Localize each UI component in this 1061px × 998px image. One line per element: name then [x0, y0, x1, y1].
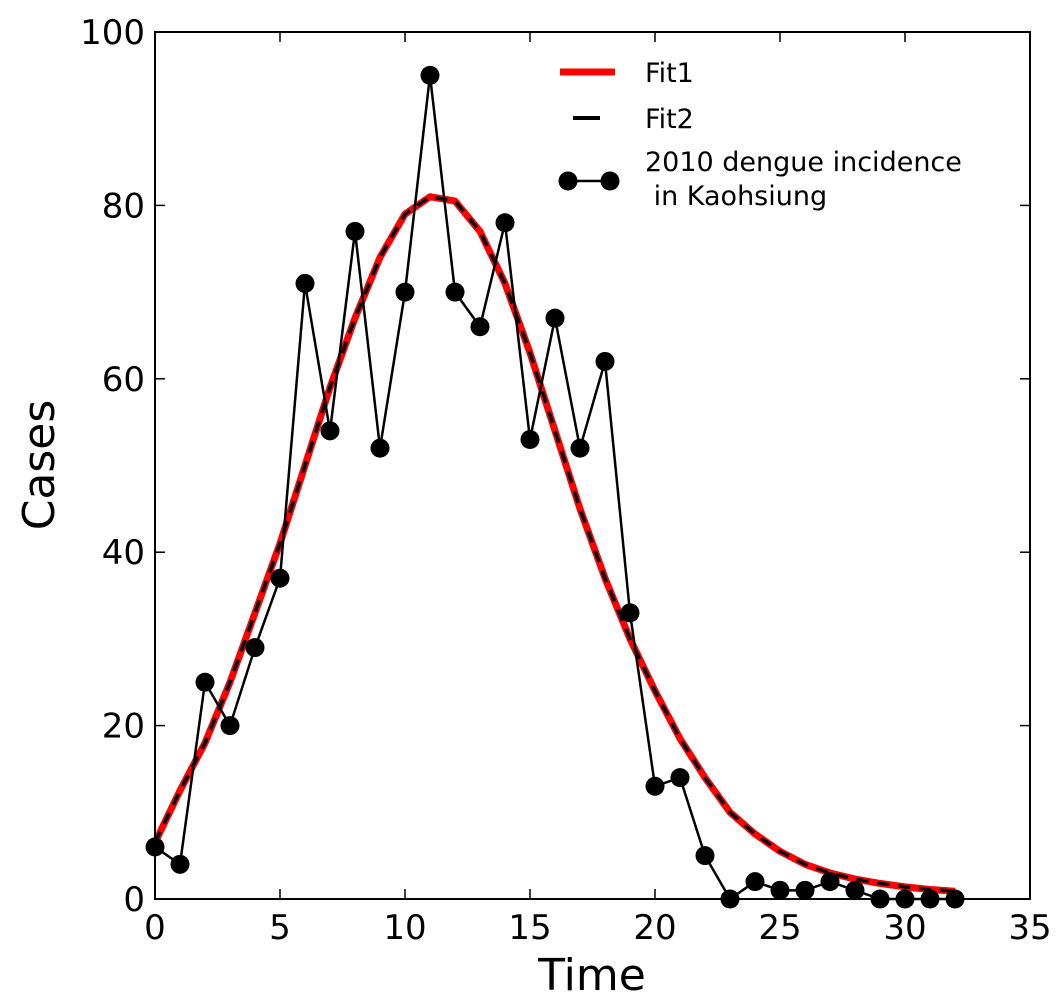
observed-point — [495, 213, 515, 233]
x-tick-label: 10 — [383, 908, 426, 948]
legend: Fit1 Fit2 2010 dengue incidence in Kaohsiu… — [558, 58, 962, 212]
x-tick-label: 20 — [633, 908, 676, 948]
legend-fit1-label: Fit1 — [645, 58, 694, 89]
x-axis-title: Time — [537, 950, 646, 998]
observed-point — [195, 672, 215, 692]
x-tick-label: 25 — [758, 908, 801, 948]
observed-point — [795, 880, 815, 900]
legend-observed-swatch-marker — [558, 171, 578, 191]
observed-point — [245, 638, 265, 658]
observed-point — [420, 65, 440, 85]
observed-point — [170, 854, 190, 874]
observed-point — [470, 317, 490, 337]
ticks-layer: 0 5 10 15 20 25 30 35 0 20 40 60 80 100 — [80, 13, 1052, 948]
observed-point — [545, 308, 565, 328]
observed-point — [670, 768, 690, 788]
observed-point — [595, 351, 615, 371]
y-tick-label: 40 — [102, 533, 145, 573]
observed-point — [570, 438, 590, 458]
observed-point — [520, 429, 540, 449]
observed-point — [695, 846, 715, 866]
plot-frame — [154, 31, 1031, 900]
legend-observed-swatch-marker — [600, 171, 620, 191]
observed-point — [395, 282, 415, 302]
y-axis-title: Cases — [14, 400, 65, 531]
y-tick-label: 60 — [102, 360, 145, 400]
observed-point — [445, 282, 465, 302]
observed-point — [220, 716, 240, 736]
legend-observed-label-line1: 2010 dengue incidence — [645, 147, 962, 178]
x-tick-label: 30 — [883, 908, 926, 948]
observed-point — [645, 776, 665, 796]
observed-point — [320, 421, 340, 441]
legend-observed-label-line2: in Kaohsiung — [645, 181, 827, 212]
x-tick-label: 35 — [1008, 908, 1051, 948]
series-layer — [145, 65, 965, 909]
y-tick-label: 20 — [102, 707, 145, 747]
y-tick-label: 80 — [102, 186, 145, 226]
y-tick-label: 0 — [123, 880, 145, 920]
observed-point — [345, 221, 365, 241]
x-tick-label: 0 — [144, 908, 166, 948]
observed-point — [295, 273, 315, 293]
observed-point — [620, 603, 640, 623]
fit2-line — [153, 194, 956, 893]
y-tick-label: 100 — [80, 13, 145, 53]
legend-fit2-label: Fit2 — [645, 104, 694, 135]
x-tick-label: 5 — [269, 908, 291, 948]
x-tick-label: 15 — [508, 908, 551, 948]
observed-point — [270, 568, 290, 588]
observed-point — [745, 872, 765, 892]
observed-point — [370, 438, 390, 458]
observed-point — [820, 872, 840, 892]
observed-point — [845, 880, 865, 900]
